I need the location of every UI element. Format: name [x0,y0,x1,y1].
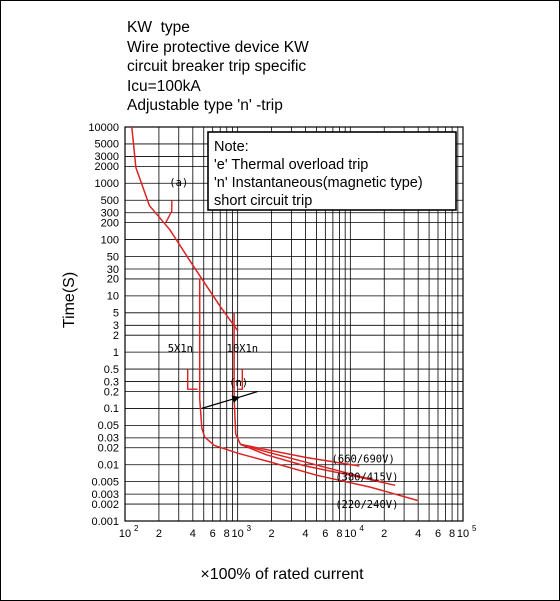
series [131,126,419,502]
y-tick-label: 0.01 [98,460,119,472]
y-tick-label: 0.03 [98,433,119,445]
annotation-arrow [201,395,241,410]
y-tick-label: 3000 [95,151,119,163]
annotation-leader [187,369,198,390]
x-tick-label: 6 [322,528,328,540]
x-tick-exponent: 3 [247,524,252,533]
series-line-thermal [131,126,239,332]
x-axis-label: ×100% of rated current [200,566,364,583]
x-tick-label: 6 [210,528,216,540]
x-tick-exponent: 4 [359,524,364,533]
y-tick-label: 30 [107,264,119,276]
y-tick-label: 5 [113,308,119,320]
y-tick-label: 100 [101,234,119,246]
annotation-label: (a) [169,177,188,189]
plot-border [124,126,464,522]
y-tick-label: 10 [107,291,119,303]
y-tick-label: 0.005 [91,476,119,488]
header-line-icu: Icu=100kA [127,77,201,95]
y-tick-label: 200 [101,217,119,229]
y-tick-label: 300 [101,208,119,220]
x-tick-label: 2 [269,528,275,540]
y-tick-label: 2 [113,330,119,342]
annotation-label: 5X1n [168,343,193,355]
y-tick-label: 20 [107,274,119,286]
annotation-leader [238,369,243,390]
y-tick-label: 0.001 [91,516,119,528]
x-tick-label: 8 [449,528,455,540]
y-tick-label: 0.02 [98,443,119,455]
note-line: 'e' Thermal overload trip [214,157,368,173]
y-tick-label: 0.3 [104,376,119,388]
annotation-label: (380/415V) [335,472,398,484]
chart-header: KW type Wire protective device KW circui… [127,18,309,116]
header-line-adjustable: Adjustable type 'n' -trip [127,97,283,114]
y-tick-label: 0.5 [104,364,119,376]
x-tick-label: 2 [156,528,162,540]
annotation-label: 10X1n [227,343,259,355]
y-axis-label: Time(S) [61,272,78,328]
header-line-device: Wire protective device KW [127,38,309,56]
annotation-label: (660/690V) [332,453,395,465]
y-tick-label: 3 [113,320,119,332]
x-tick-label: 4 [302,528,308,540]
annotation-arrow [239,390,258,398]
x-tick-label: 2 [381,528,387,540]
x-tick-label: 4 [415,528,421,540]
annotation-label: (n) [229,377,248,389]
x-tick-label: 6 [435,528,441,540]
y-tick-label: 5000 [95,139,119,151]
x-tick-label: 8 [224,528,230,540]
x-tick-label: 10 [457,528,469,540]
y-tick-label: 0.2 [104,386,119,398]
header-line-type: KW type [127,19,190,36]
annotations: (a) 5X1n 10X1n (n) (660/690V) (380/415V) (220/… [165,177,398,511]
x-tick-label: 10 [344,528,356,540]
series-line-10x1n [233,312,396,487]
y-tick-label: 0.05 [98,420,119,432]
y-tick-label: 2000 [95,161,119,173]
series-line-380-415V [240,443,385,484]
x-tick-label: 4 [190,528,196,540]
annotation-label: (220/240V) [335,499,398,511]
header-line-spec: circuit breaker trip specific [127,58,307,75]
x-tick-label: 10 [119,528,131,540]
y-tick-label: 1000 [95,178,119,190]
y-tick-label: 500 [101,195,119,207]
note-line: short circuit trip [214,193,312,209]
note-line: Note: [214,139,249,155]
y-tick-label: 0.002 [91,499,119,511]
x-tick-exponent: 2 [134,524,139,533]
note-line: 'n' Instantaneous(magnetic type) [214,175,423,191]
annotation-leader [165,200,173,223]
series-line-5x1n [198,278,419,502]
note-box-border [207,131,457,211]
x-tick-label: 8 [336,528,342,540]
y-tick-label: 50 [107,251,119,263]
y-tick-label: 0.1 [104,403,119,415]
note-box: Note: 'e' Thermal overload trip 'n' Instan… [207,131,457,211]
y-tick-label: 10000 [88,122,119,134]
x-tick-label: 10 [232,528,244,540]
y-tick-label: 1 [113,347,119,359]
x-tick-exponent: 5 [472,524,477,533]
y-tick-label: 0.003 [91,489,119,501]
